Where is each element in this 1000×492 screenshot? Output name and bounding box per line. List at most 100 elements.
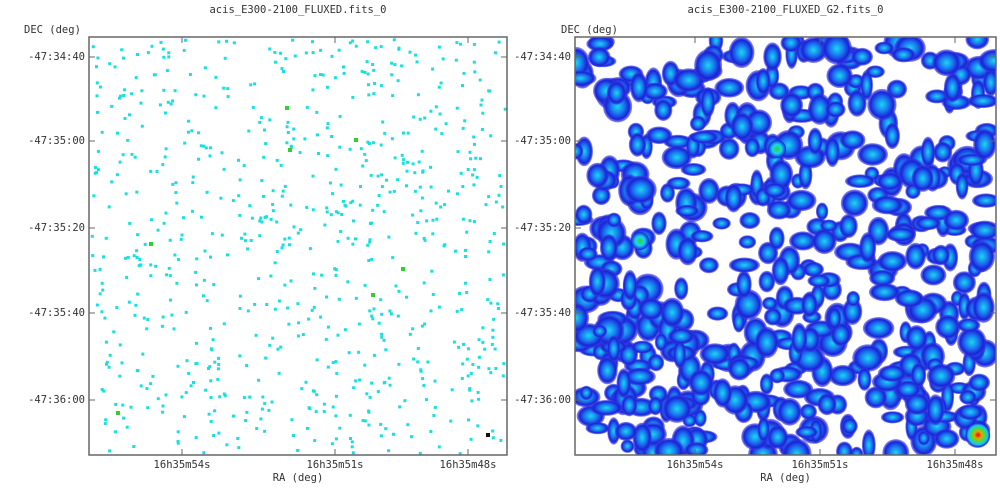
pixel — [246, 309, 250, 313]
pixel — [105, 362, 108, 366]
pixel — [478, 78, 482, 82]
pixel — [338, 426, 342, 430]
blob — [851, 47, 873, 66]
pixel — [145, 327, 149, 331]
pixel — [289, 146, 293, 150]
blob — [592, 324, 608, 338]
pixel — [308, 247, 312, 251]
blob — [632, 422, 652, 453]
pixel — [217, 363, 221, 366]
blob — [718, 137, 740, 160]
blob — [606, 81, 627, 105]
pixel — [242, 164, 246, 167]
blob — [871, 195, 904, 215]
pixel — [245, 364, 249, 367]
pixel — [455, 309, 459, 313]
blob — [880, 411, 905, 424]
pixel — [298, 151, 302, 155]
pixel — [342, 71, 346, 75]
pixel — [379, 422, 383, 426]
pixel — [118, 343, 122, 347]
pixel — [418, 117, 422, 121]
pixel — [429, 430, 433, 433]
pixel — [406, 423, 410, 427]
pixel — [366, 40, 370, 44]
blob — [920, 264, 947, 286]
pixel — [372, 92, 376, 96]
pixel — [368, 238, 372, 242]
pixel — [372, 68, 376, 72]
pixel — [334, 210, 338, 214]
pixel — [237, 446, 241, 450]
pixel — [431, 232, 435, 236]
pixel — [425, 398, 428, 402]
pixel — [469, 437, 473, 441]
pixel — [282, 70, 285, 73]
pixel — [363, 419, 367, 423]
blob — [844, 174, 876, 188]
pixel — [496, 307, 500, 310]
pixel — [226, 253, 229, 257]
pixel — [191, 181, 195, 185]
pixel — [326, 154, 330, 158]
pixel — [337, 297, 341, 301]
pixel — [273, 307, 277, 311]
blob — [762, 296, 778, 310]
pixel — [385, 178, 388, 182]
pixel — [268, 118, 272, 122]
pixel — [214, 106, 218, 110]
pixel — [368, 395, 372, 399]
pixel — [487, 250, 491, 254]
blob — [759, 373, 774, 395]
pixel — [217, 431, 221, 435]
pixel — [343, 328, 347, 332]
pixel — [296, 302, 300, 306]
pixel — [138, 258, 142, 261]
blob — [867, 88, 897, 121]
pixel — [119, 94, 123, 98]
blob — [624, 367, 656, 386]
pixel — [159, 40, 163, 44]
pixel — [440, 132, 444, 136]
pixel — [487, 195, 491, 199]
pixel — [185, 359, 189, 363]
pixel — [457, 345, 461, 349]
pixel — [143, 242, 147, 246]
pixel — [238, 307, 242, 310]
pixel — [354, 296, 358, 300]
pixel — [161, 315, 165, 319]
pixel — [320, 273, 324, 277]
blob — [972, 291, 995, 323]
blob — [693, 409, 707, 428]
blob — [857, 367, 872, 391]
pixel — [199, 144, 203, 148]
pixel — [488, 240, 492, 243]
pixel — [271, 336, 275, 340]
pixel — [325, 206, 329, 210]
pixel — [91, 45, 95, 49]
blob — [825, 136, 840, 168]
pixel — [279, 51, 283, 55]
blob — [688, 369, 714, 396]
pixel — [168, 274, 172, 278]
pixel — [429, 109, 433, 113]
blob — [631, 340, 654, 354]
pixel — [100, 281, 104, 285]
blob — [698, 177, 720, 204]
pixel — [349, 201, 353, 205]
pixel — [259, 216, 263, 220]
blob — [920, 136, 936, 168]
pixel — [400, 153, 404, 157]
pixel — [490, 342, 494, 346]
pixel — [146, 406, 150, 410]
pixel — [459, 171, 463, 175]
pixel — [167, 51, 171, 55]
pixel — [390, 61, 394, 65]
pixel — [304, 51, 308, 55]
pixel — [130, 92, 134, 96]
pixel — [137, 264, 141, 268]
blob — [699, 343, 731, 365]
y-tick-label: -47:35:40 — [514, 307, 571, 319]
pixel — [350, 445, 354, 449]
